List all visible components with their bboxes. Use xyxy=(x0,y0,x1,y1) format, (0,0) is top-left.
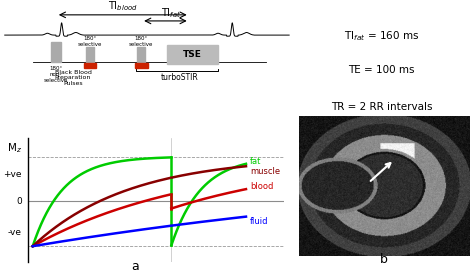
Bar xyxy=(137,47,145,62)
Text: +ve: +ve xyxy=(3,170,22,179)
Text: turboSTIR: turboSTIR xyxy=(161,73,199,82)
Bar xyxy=(86,47,94,62)
Text: fluid: fluid xyxy=(250,217,269,226)
Bar xyxy=(167,45,218,64)
Text: TI$_{fat}$ = 160 ms: TI$_{fat}$ = 160 ms xyxy=(344,30,419,43)
Text: TI$_{blood}$: TI$_{blood}$ xyxy=(108,0,137,13)
Text: 180°
non-
selective: 180° non- selective xyxy=(44,66,68,83)
Text: -ve: -ve xyxy=(8,228,22,237)
Bar xyxy=(135,63,147,68)
Text: TE = 100 ms: TE = 100 ms xyxy=(348,65,415,75)
Text: Black Blood
Preparation
Pulses: Black Blood Preparation Pulses xyxy=(55,69,91,86)
Text: M$_z$: M$_z$ xyxy=(7,141,22,155)
Text: 180°
selective: 180° selective xyxy=(129,36,154,46)
Text: TR = 2 RR intervals: TR = 2 RR intervals xyxy=(331,102,432,112)
Text: b: b xyxy=(380,253,388,266)
Text: muscle: muscle xyxy=(250,167,281,176)
Text: TSE: TSE xyxy=(183,50,202,59)
Text: TI$_{fat}$: TI$_{fat}$ xyxy=(161,6,182,19)
Text: fat: fat xyxy=(250,157,262,166)
Text: 180°
selective: 180° selective xyxy=(78,36,102,46)
Text: a: a xyxy=(131,260,139,270)
Bar xyxy=(51,42,61,62)
Bar xyxy=(84,63,96,68)
Text: blood: blood xyxy=(250,183,273,191)
Text: 0: 0 xyxy=(16,197,22,206)
